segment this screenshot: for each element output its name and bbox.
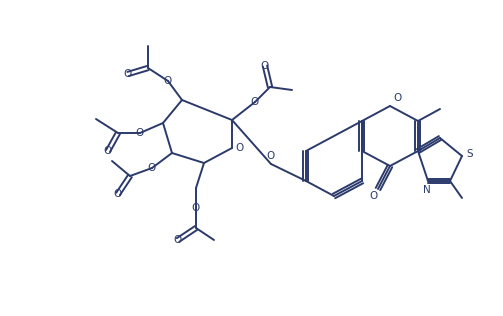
Text: O: O: [136, 128, 144, 138]
Text: O: O: [394, 93, 402, 103]
Text: O: O: [236, 143, 244, 153]
Text: O: O: [267, 151, 275, 161]
Text: O: O: [174, 235, 182, 245]
Text: O: O: [114, 189, 122, 199]
Text: O: O: [251, 97, 259, 107]
Text: O: O: [148, 163, 156, 173]
Text: S: S: [467, 149, 473, 159]
Text: N: N: [423, 185, 431, 195]
Text: O: O: [261, 61, 269, 71]
Text: O: O: [192, 203, 200, 213]
Text: O: O: [370, 191, 378, 201]
Text: O: O: [164, 76, 172, 86]
Text: O: O: [124, 69, 132, 79]
Text: O: O: [104, 146, 112, 156]
